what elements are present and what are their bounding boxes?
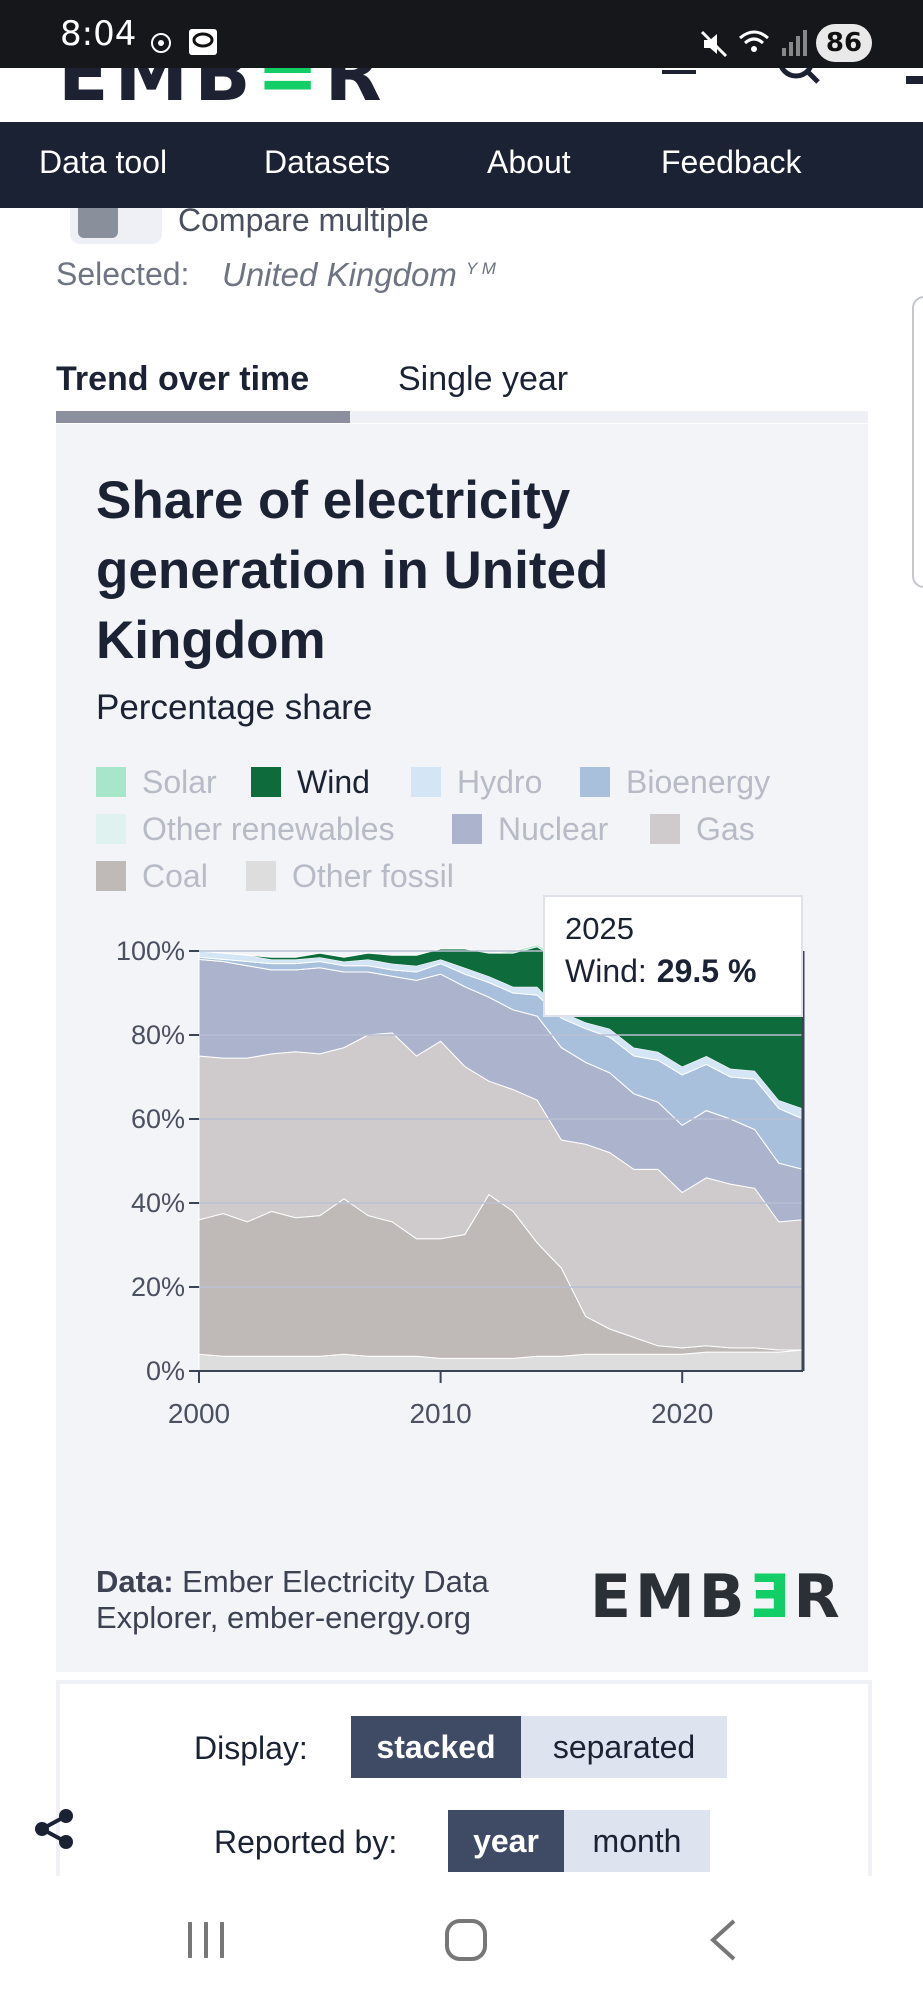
legend-bioenergy[interactable]: Bioenergy [580,764,770,801]
compare-toggle[interactable] [70,208,162,244]
legend-label-nuclear: Nuclear [498,811,609,847]
tab-single-year[interactable]: Single year [398,360,569,398]
legend-swatch-bioenergy [580,767,610,797]
mute-icon [700,30,728,58]
search-icon[interactable] [776,68,822,94]
legend-label-bioenergy: Bioenergy [626,764,771,800]
home-icon[interactable] [444,1918,488,1962]
recent-apps-icon[interactable] [186,1920,230,1960]
x-tick-label: 2020 [651,1398,713,1429]
country-controls: Compare multiple Selected: United Kingdo… [0,202,923,348]
y-tick-label: 40% [131,1188,185,1218]
display-controls: Display: stacked separated Reported by: … [56,1680,872,1884]
menu-icon[interactable] [906,68,923,88]
chart-axes: 0% 20% 40% 60% 80% 100% 2000 2010 2020 [116,936,803,1429]
display-label: Display: [194,1730,308,1766]
legend-swatch-other-renewables [96,814,126,844]
y-tick-label: 20% [131,1272,185,1302]
y-tick-label: 60% [131,1104,185,1134]
legend-label-other-fossil: Other fossil [292,858,454,894]
signal-icon [782,30,807,56]
legend-label-hydro: Hydro [457,764,543,800]
ember-logo: EMBƎR [590,1562,844,1632]
reported-by-label: Reported by: [214,1824,398,1860]
nav-feedback[interactable]: Feedback [661,144,802,180]
y-tick-label: 100% [116,936,185,966]
legend-swatch-other-fossil [246,861,276,891]
whatsapp-icon [151,33,171,53]
legend-nuclear[interactable]: Nuclear [452,811,608,848]
chart-subtitle: Percentage share [96,688,373,727]
legend-swatch-nuclear [452,814,482,844]
source-label: Data: [96,1564,174,1599]
tooltip-year: 2025 [565,911,634,946]
compare-label: Compare multiple [178,202,429,238]
language-selector[interactable] [660,68,700,86]
selected-suffix: Y M [465,259,496,278]
legend-label-coal: Coal [142,858,208,894]
legend-coal[interactable]: Coal [96,858,208,895]
nav-about[interactable]: About [487,144,571,180]
chart-source: Data: Ember Electricity Data Explorer, e… [96,1564,556,1636]
system-nav-bar [0,1876,923,2000]
legend-solar[interactable]: Solar [96,764,217,801]
legend-swatch-gas [650,814,680,844]
tab-trend-over-time[interactable]: Trend over time [56,360,310,398]
reported-month-button[interactable]: month [564,1810,710,1872]
tab-active-indicator [56,411,350,423]
nav-data-tool[interactable]: Data tool [39,144,168,180]
site-header: EMB=R [0,68,923,122]
legend-other-fossil[interactable]: Other fossil [246,858,454,895]
chart-card: Share of electricity generation in Unite… [56,424,868,1672]
battery-indicator: 86 [816,24,872,62]
chart-tabs: Trend over time Single year [56,356,868,424]
reported-year-button[interactable]: year [448,1810,564,1872]
selected-country: United Kingdom Y M [222,256,496,294]
status-bar: 8:04 86 [0,0,923,68]
source-text: Ember Electricity Data Explorer, ember-e… [96,1564,489,1635]
main-nav: Data tool Datasets About Feedback [0,122,923,208]
ember-logo-part3: R [793,1562,844,1632]
back-icon[interactable] [708,1918,738,1962]
y-tick-label: 0% [146,1356,185,1386]
side-panel-handle[interactable] [912,296,923,588]
legend-label-other-renewables: Other renewables [142,811,395,847]
tooltip-series: Wind: 29.5 % [565,953,756,990]
status-time: 8:04 [60,14,137,54]
chart-title: Share of electricity generation in Unite… [96,471,609,670]
legend-swatch-coal [96,861,126,891]
site-logo[interactable]: EMB=R [58,68,388,118]
wifi-icon [739,30,769,52]
chart-tooltip: 2025 Wind: 29.5 % [543,895,803,1017]
selected-country-name: United Kingdom [222,256,457,293]
compare-toggle-knob[interactable] [78,208,118,238]
legend-swatch-solar [96,767,126,797]
ember-logo-part1: EMB [590,1562,749,1632]
tooltip-value: 29.5 % [656,953,757,989]
legend-gas[interactable]: Gas [650,811,755,848]
legend-label-gas: Gas [696,811,755,847]
legend-label-solar: Solar [142,764,217,800]
display-separated-button[interactable]: separated [521,1716,727,1778]
legend-wind[interactable]: Wind [251,764,370,801]
legend-hydro[interactable]: Hydro [411,764,542,801]
legend-swatch-hydro [411,767,441,797]
legend-other-renewables[interactable]: Other renewables [96,811,395,848]
share-icon[interactable] [34,1808,76,1850]
display-stacked-button[interactable]: stacked [351,1716,521,1778]
selected-label: Selected: [56,256,190,292]
y-tick-label: 80% [131,1020,185,1050]
ember-logo-part2: Ǝ [748,1562,794,1632]
hyundai-icon [189,29,217,55]
tooltip-series-label: Wind: [565,953,647,989]
x-tick-label: 2000 [168,1398,230,1429]
legend-swatch-wind [251,767,281,797]
nav-datasets[interactable]: Datasets [264,144,391,180]
legend-label-wind: Wind [297,764,370,800]
x-tick-label: 2010 [409,1398,471,1429]
